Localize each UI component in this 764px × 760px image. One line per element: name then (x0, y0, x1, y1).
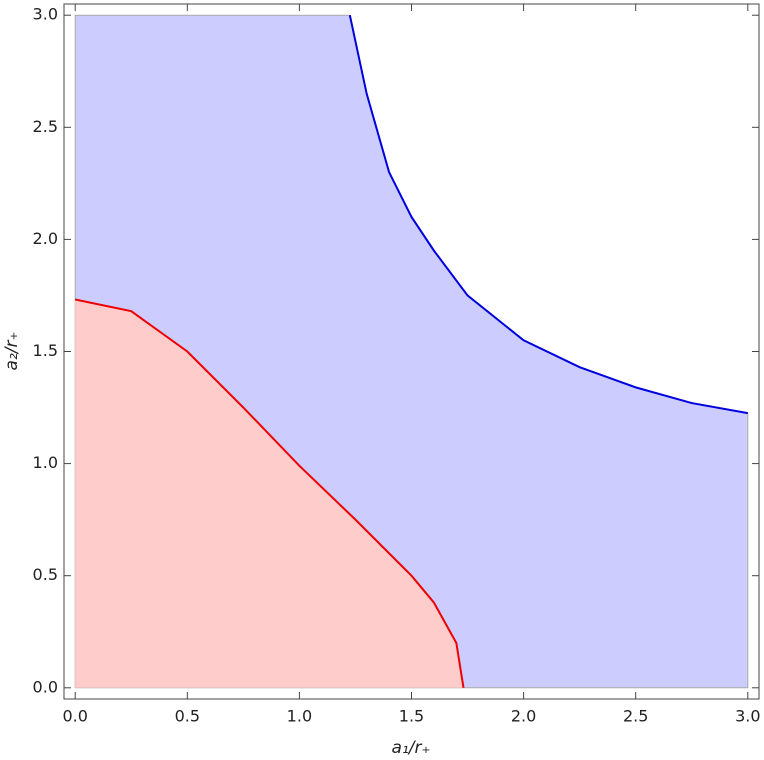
y-tick-label: 2.0 (33, 229, 58, 248)
x-tick-label: 1.0 (287, 707, 312, 726)
x-tick-label: 2.0 (511, 707, 536, 726)
region-fill (75, 299, 464, 688)
x-tick-label: 0.5 (175, 707, 200, 726)
x-tick-label: 0.0 (62, 707, 87, 726)
y-tick-label: 1.5 (33, 341, 58, 360)
x-tick-label: 2.5 (623, 707, 648, 726)
y-axis-label: a₂/r₊ (2, 332, 22, 371)
boundary-line (75, 298, 465, 688)
y-tick-label: 1.0 (33, 453, 58, 472)
boundary-line (348, 15, 748, 415)
y-tick-label: 2.5 (33, 117, 58, 136)
x-tick-label: 1.5 (399, 707, 424, 726)
y-tick-label: 3.0 (33, 5, 58, 24)
y-tick-label: 0.0 (33, 677, 58, 696)
x-axis-label: a₁/r₊ (392, 738, 431, 758)
y-tick-label: 0.5 (33, 565, 58, 584)
x-tick-label: 3.0 (735, 707, 760, 726)
